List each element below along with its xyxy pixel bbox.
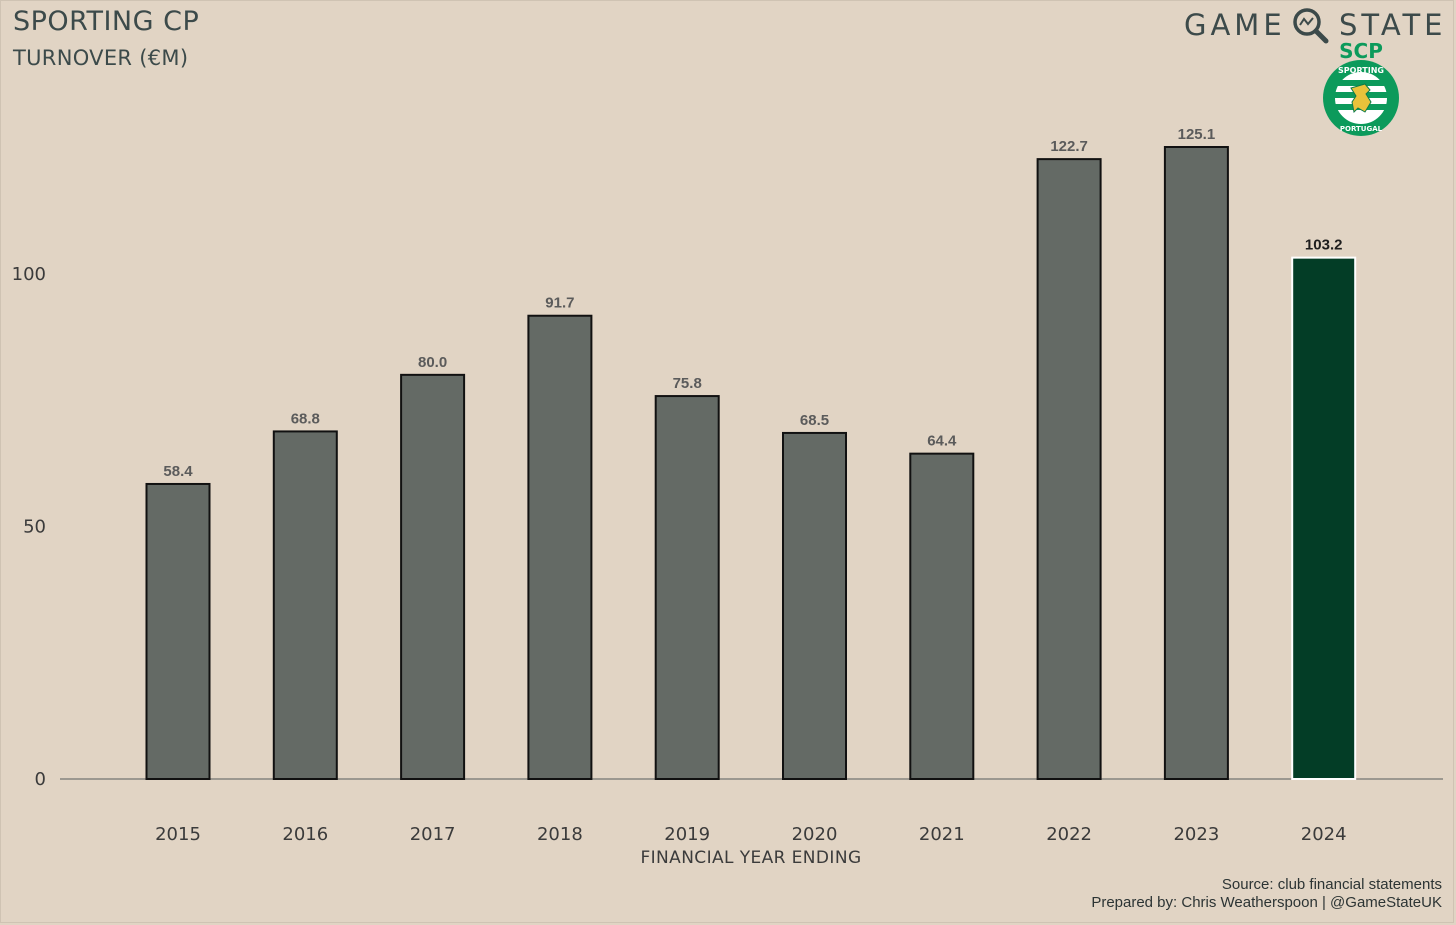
x-tick-label-2024: 2024 [1301, 824, 1347, 845]
x-tick-label-2023: 2023 [1173, 824, 1219, 845]
value-label-2019: 75.8 [673, 375, 702, 392]
lion-crest-icon [1350, 83, 1372, 114]
crest-ring-bottom-text: PORTUGAL [1340, 125, 1383, 133]
value-label-2016: 68.8 [291, 410, 320, 427]
x-tick-label-2017: 2017 [410, 824, 456, 845]
value-label-2018: 91.7 [545, 295, 574, 312]
x-tick-label-2021: 2021 [919, 824, 965, 845]
bar-2018 [527, 314, 593, 780]
bar-2015 [145, 482, 211, 780]
x-tick-label-2019: 2019 [664, 824, 710, 845]
brand-word-game: GAME [1184, 8, 1286, 42]
x-tick-label-2018: 2018 [537, 824, 583, 845]
crest-scp-text: SCP [1339, 40, 1383, 63]
x-axis-ticks: 2015 2016 2017 2018 2019 2020 2021 2022 2023 2024 [155, 824, 1347, 845]
bar-2016 [272, 430, 338, 780]
prepared-by-note: Prepared by: Chris Weatherspoon | @GameS… [1091, 894, 1442, 911]
value-label-2024: 103.2 [1305, 237, 1343, 254]
magnifier-icon [1290, 6, 1334, 57]
y-tick-label: 50 [23, 516, 46, 537]
brand-word-state: STATE [1339, 8, 1447, 42]
value-labels-group: 58.4 68.8 80.0 91.7 75.8 68.5 64.4 122.7 125.1 10… [163, 126, 1342, 480]
value-label-2022: 122.7 [1050, 138, 1088, 155]
chart-subtitle: TURNOVER (€M) [13, 46, 189, 70]
x-axis-label: FINANCIAL YEAR ENDING [640, 848, 861, 868]
bars-group [145, 146, 1357, 780]
bar-2023 [1163, 146, 1229, 780]
bar-2022 [1036, 158, 1102, 780]
footer: Source: club financial statements Prepar… [1091, 876, 1442, 912]
value-label-2017: 80.0 [418, 354, 447, 371]
y-axis-ticks: 0 50 100 [12, 264, 46, 790]
y-tick-label: 100 [12, 264, 46, 285]
chart-title: SPORTING CP [13, 6, 200, 37]
bar-2017 [400, 373, 466, 780]
x-tick-label-2020: 2020 [792, 824, 838, 845]
value-label-2015: 58.4 [163, 463, 193, 480]
sporting-crest: SCP SPORTING PORTUGAL [1318, 39, 1404, 147]
x-tick-label-2015: 2015 [155, 824, 201, 845]
crest-ring-top-text: SPORTING [1338, 66, 1384, 75]
y-tick-label: 0 [35, 769, 46, 790]
source-note: Source: club financial statements [1221, 876, 1442, 893]
x-tick-label-2022: 2022 [1046, 824, 1092, 845]
bar-2024 [1291, 256, 1357, 780]
x-tick-label-2016: 2016 [282, 824, 328, 845]
bar-2021 [909, 452, 975, 780]
value-label-2023: 125.1 [1178, 126, 1216, 143]
bar-2020 [782, 431, 847, 780]
bar-2019 [654, 395, 720, 780]
value-label-2020: 68.5 [800, 412, 829, 429]
value-label-2021: 64.4 [927, 433, 957, 450]
